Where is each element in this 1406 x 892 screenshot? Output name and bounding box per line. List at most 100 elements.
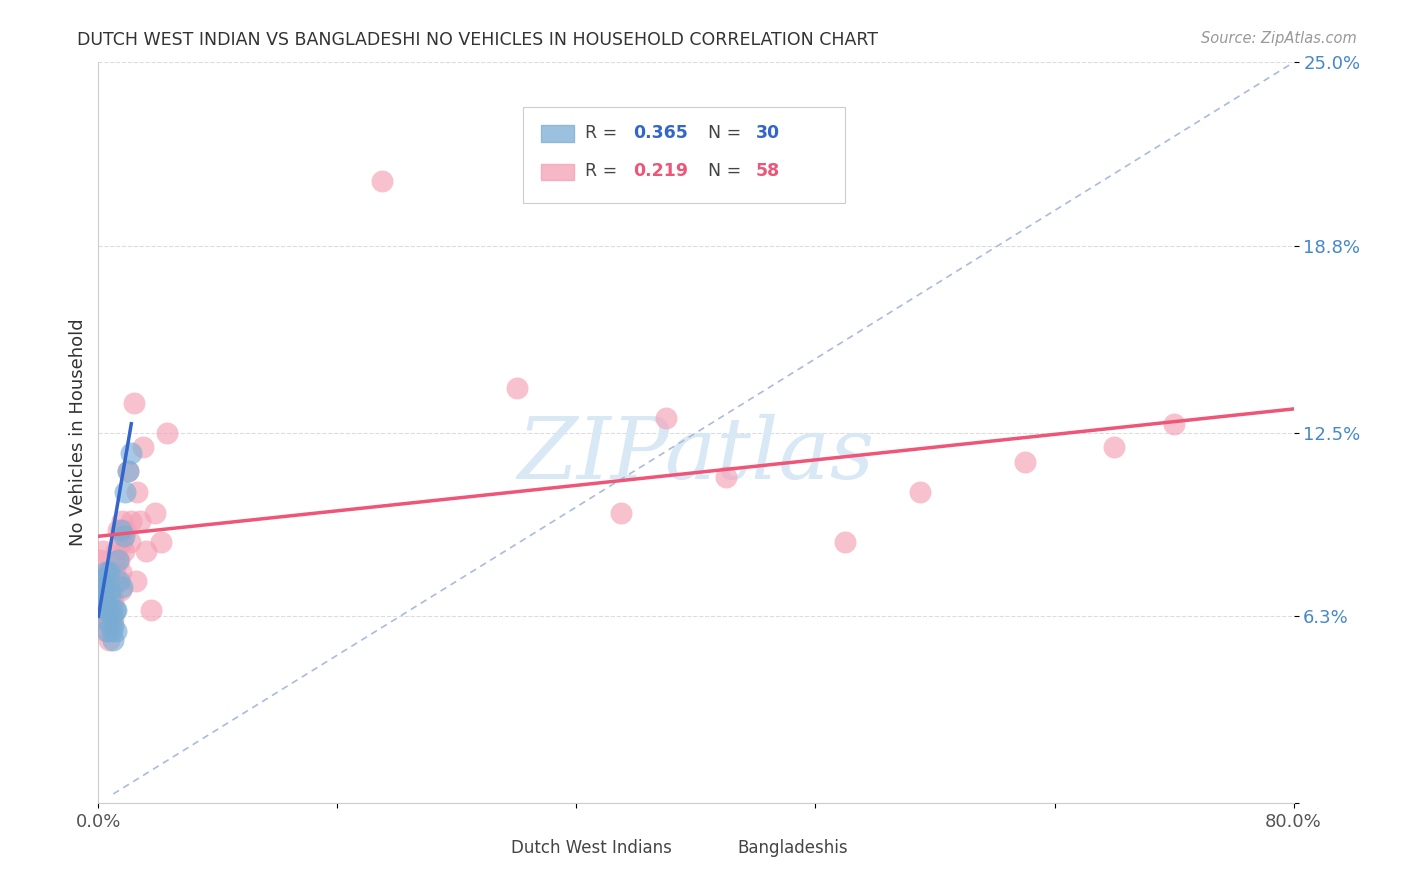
Point: [96, 624, 118, 638]
Point: [101, 603, 124, 617]
Point: [111, 535, 134, 549]
Point: [93, 594, 115, 608]
Text: N =: N =: [709, 162, 752, 180]
Point: [97, 582, 120, 597]
Point: [91, 580, 114, 594]
Point: [114, 484, 136, 499]
Point: [120, 515, 142, 529]
Point: [908, 484, 931, 499]
Point: [111, 580, 134, 594]
Point: [98, 589, 122, 603]
Point: [108, 553, 131, 567]
Point: [110, 524, 132, 538]
Point: [97, 603, 120, 617]
Point: [111, 515, 134, 529]
Point: [117, 464, 139, 478]
Point: [107, 553, 129, 567]
Point: [98, 582, 122, 597]
Point: [97, 632, 120, 647]
Point: [150, 535, 173, 549]
Y-axis label: No Vehicles in Household: No Vehicles in Household: [69, 318, 87, 547]
Point: [112, 544, 135, 558]
Point: [125, 574, 148, 588]
Point: [120, 446, 142, 460]
Point: [103, 612, 125, 626]
Text: Bangladeshis: Bangladeshis: [738, 839, 848, 857]
Point: [89, 582, 111, 597]
Point: [101, 624, 124, 638]
Point: [714, 470, 737, 484]
Point: [127, 484, 149, 499]
Text: R =: R =: [585, 124, 628, 142]
Point: [1014, 455, 1036, 469]
FancyBboxPatch shape: [523, 107, 845, 203]
Point: [94, 612, 117, 626]
Point: [506, 381, 529, 395]
Point: [834, 535, 856, 549]
Point: [91, 594, 114, 608]
Point: [94, 582, 117, 597]
Bar: [541, 126, 574, 142]
Point: [98, 565, 122, 579]
Point: [94, 565, 117, 579]
Point: [156, 425, 179, 440]
Point: [132, 441, 155, 455]
Point: [93, 589, 115, 603]
Point: [655, 410, 678, 425]
Point: [91, 544, 114, 558]
Point: [103, 618, 125, 632]
Point: [110, 565, 132, 579]
Text: Source: ZipAtlas.com: Source: ZipAtlas.com: [1201, 31, 1357, 46]
Point: [90, 574, 112, 588]
Point: [90, 574, 112, 588]
Point: [105, 574, 128, 588]
Point: [93, 612, 115, 626]
Point: [98, 603, 122, 617]
Text: Dutch West Indians: Dutch West Indians: [510, 839, 672, 857]
Point: [107, 524, 129, 538]
Bar: [475, 840, 503, 856]
Point: [96, 612, 118, 626]
Point: [101, 589, 124, 603]
Point: [90, 603, 112, 617]
Point: [89, 553, 111, 567]
Point: [143, 506, 166, 520]
Text: R =: R =: [585, 162, 628, 180]
Point: [129, 515, 152, 529]
Text: 58: 58: [756, 162, 780, 180]
Text: ZIPatlas: ZIPatlas: [517, 414, 875, 496]
Point: [1104, 441, 1126, 455]
Text: 0.365: 0.365: [633, 124, 688, 142]
Bar: [541, 164, 574, 180]
Point: [96, 603, 118, 617]
Point: [94, 624, 117, 638]
Point: [94, 603, 117, 617]
Point: [104, 565, 127, 579]
Point: [91, 565, 114, 579]
Point: [101, 609, 124, 624]
Text: N =: N =: [709, 124, 752, 142]
Point: [110, 582, 132, 597]
Point: [1163, 417, 1185, 431]
Point: [93, 574, 115, 588]
Point: [371, 174, 394, 188]
Point: [103, 632, 125, 647]
Bar: [702, 840, 731, 856]
Point: [117, 464, 139, 478]
Point: [89, 582, 111, 597]
Point: [114, 524, 136, 538]
Point: [124, 396, 146, 410]
Point: [112, 529, 135, 543]
Point: [94, 594, 117, 608]
Text: 30: 30: [756, 124, 780, 142]
Text: 0.219: 0.219: [633, 162, 688, 180]
Point: [135, 544, 157, 558]
Point: [108, 574, 131, 588]
Point: [97, 565, 120, 579]
Point: [104, 603, 127, 617]
Point: [105, 624, 128, 638]
Point: [118, 535, 141, 549]
Point: [105, 544, 128, 558]
Point: [91, 594, 114, 608]
Point: [96, 594, 118, 608]
